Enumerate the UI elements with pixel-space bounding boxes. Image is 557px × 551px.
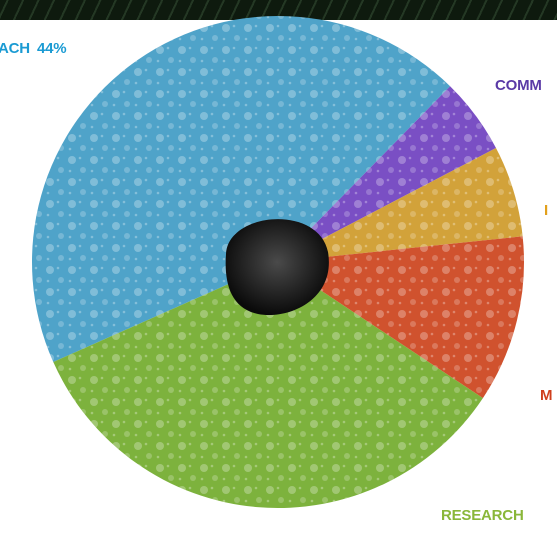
slice-label: ACH (0, 40, 30, 57)
slice-label: RESEARCH (441, 507, 524, 524)
slice-texture (278, 148, 523, 262)
slice-label: COMM (495, 77, 542, 94)
slice-texture (278, 86, 497, 263)
slice-texture (53, 262, 483, 508)
slice-texture (31, 16, 451, 363)
header-texture (0, 0, 557, 20)
slice-value-label: 44% (37, 40, 67, 57)
center-hole (225, 219, 329, 316)
slice-texture (278, 236, 524, 399)
slice-label: I (544, 202, 548, 219)
slice-label: M (540, 387, 553, 404)
